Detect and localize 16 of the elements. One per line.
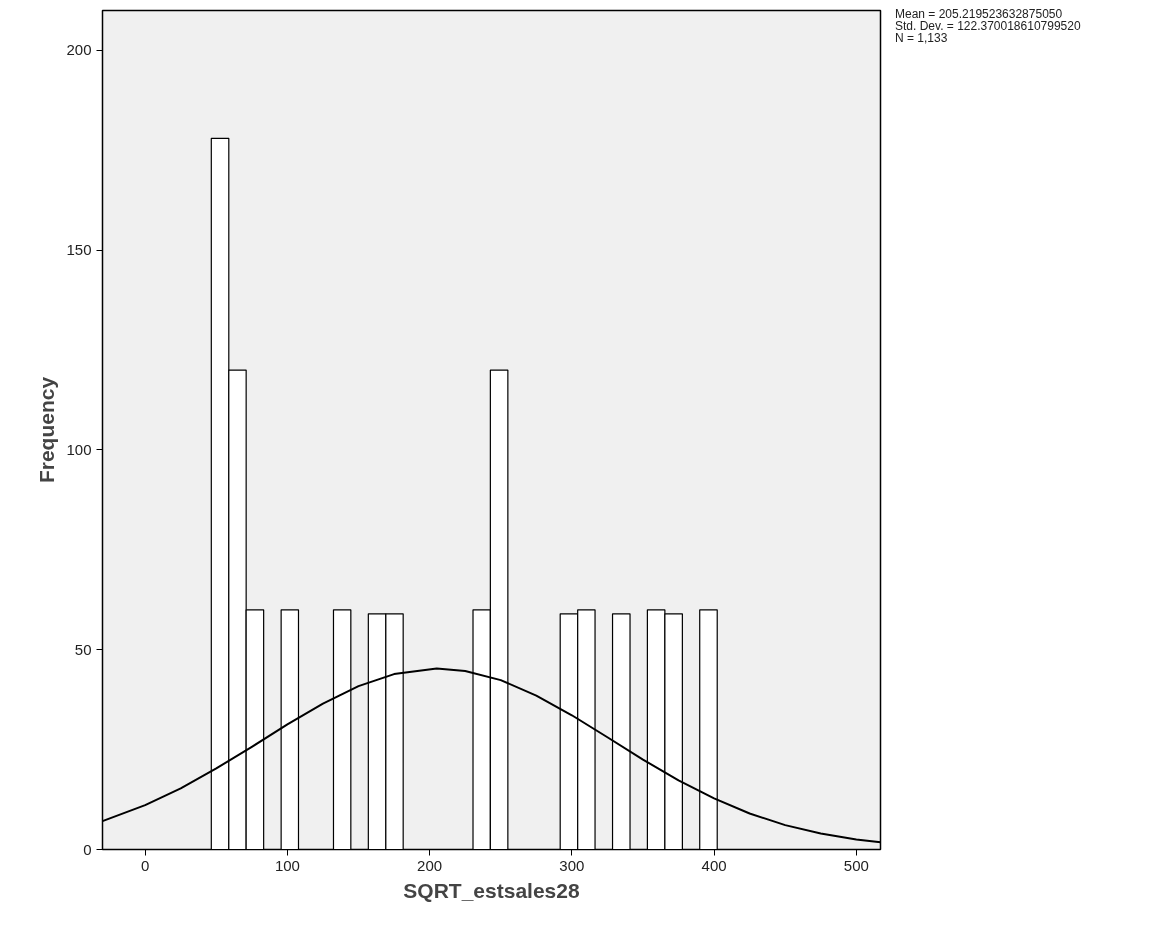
y-tick-label: 100 bbox=[66, 440, 92, 458]
x-tick-label: 400 bbox=[701, 856, 727, 874]
text: N = 1,133 bbox=[895, 31, 948, 45]
text: Std. Dev. = 122.370018610799520 bbox=[895, 19, 1081, 33]
text: Mean = 205.219523632875050 bbox=[895, 7, 1063, 21]
x-tick-label: 300 bbox=[559, 856, 585, 874]
x-tick-label: 0 bbox=[141, 856, 150, 874]
y-tick-label: 200 bbox=[66, 41, 92, 59]
y-tick-label: 50 bbox=[74, 640, 92, 658]
x-tick-label: 100 bbox=[274, 856, 300, 874]
x-axis-title: SQRT_estsales28 bbox=[403, 878, 580, 902]
x-tick-label: 200 bbox=[417, 856, 443, 874]
y-tick-label: 0 bbox=[83, 840, 92, 858]
y-axis-title: Frequency bbox=[35, 376, 59, 484]
x-tick-label: 500 bbox=[843, 856, 869, 874]
y-tick-label: 150 bbox=[66, 241, 92, 259]
